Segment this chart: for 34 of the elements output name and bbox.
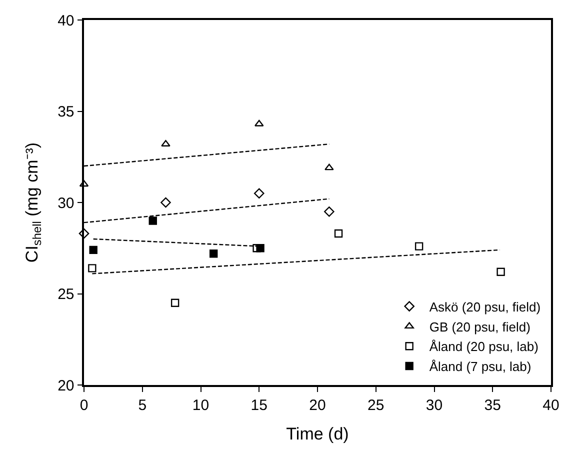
- legend-label: Askö (20 psu, field): [429, 299, 541, 314]
- x-tick-label: 15: [250, 396, 268, 414]
- y-tick-label: 20: [58, 377, 74, 394]
- point: [78, 228, 90, 239]
- y-tick-label: 30: [58, 194, 74, 212]
- x-axis-title: Time (d): [286, 424, 349, 444]
- point: [324, 164, 334, 170]
- point: [496, 268, 505, 276]
- legend-label: GB (20 psu, field): [429, 319, 530, 334]
- point: [170, 298, 180, 307]
- point: [324, 206, 334, 217]
- x-tick-label: 40: [542, 396, 560, 414]
- point: [148, 216, 157, 225]
- point: [254, 188, 264, 199]
- point: [160, 197, 171, 208]
- y-tick-label: 35: [58, 104, 74, 120]
- x-tick-label: 30: [426, 396, 443, 414]
- y-tick-label: 40: [58, 12, 74, 30]
- x-tick-label: 25: [368, 396, 384, 414]
- x-tick-label: 35: [484, 396, 501, 414]
- point: [254, 120, 264, 126]
- x-tick-label: 5: [138, 396, 147, 414]
- legend-label: Åland (7 psu, lab): [429, 359, 532, 374]
- point: [88, 264, 96, 272]
- point: [89, 246, 98, 254]
- point: [209, 250, 218, 258]
- y-tick-label: 25: [58, 286, 74, 303]
- point: [334, 229, 343, 238]
- point: [79, 180, 89, 187]
- x-tick-label: 10: [192, 396, 210, 414]
- point: [414, 242, 424, 250]
- x-tick-label: 0: [80, 396, 88, 414]
- legend-label: Åland (20 psu, lab): [429, 339, 538, 354]
- x-tick-label: 20: [309, 396, 326, 414]
